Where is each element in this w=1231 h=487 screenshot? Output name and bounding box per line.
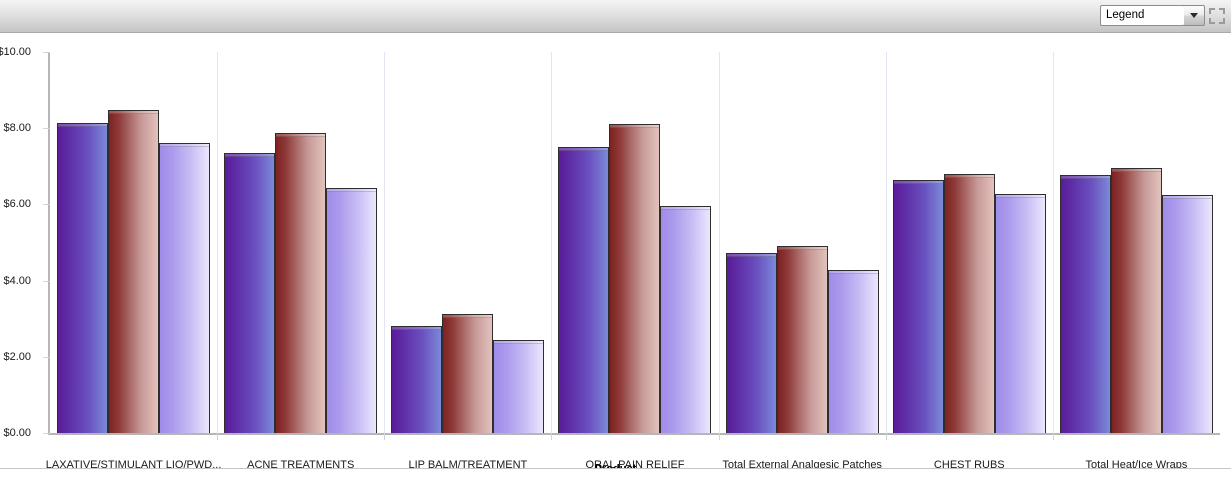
- bar-top-highlight: [494, 340, 544, 344]
- y-axis-tick-label: $0.00: [3, 427, 31, 439]
- y-axis-tick-mark: [43, 52, 50, 53]
- y-axis-tick-mark: [43, 280, 50, 282]
- bar-top-highlight: [109, 110, 159, 114]
- plot-area: $10.00 $8.00 $6.00 $4.00 $2.00 $0.00 LAXATIVE/…: [0, 46, 1220, 471]
- bar-top-highlight: [559, 148, 609, 152]
- x-axis-tick-mark: [885, 433, 887, 440]
- expand-corner-top-left: [1209, 8, 1215, 14]
- y-axis-tick-mark: [43, 356, 50, 358]
- chevron-down-glyph: [1190, 13, 1198, 18]
- bar-top-highlight: [160, 143, 210, 147]
- bar-top-highlight: [995, 195, 1045, 199]
- bar-top-highlight: [1111, 169, 1161, 173]
- y-axis-tick-label: $2.00: [3, 350, 31, 363]
- bar-series-3[interactable]: [1161, 194, 1213, 433]
- expand-fullscreen-icon[interactable]: [1209, 8, 1225, 24]
- bar-top-highlight: [1162, 195, 1212, 199]
- bar-group-bars: [719, 52, 886, 433]
- bar-group: [217, 52, 384, 433]
- bar-series-3[interactable]: [994, 194, 1046, 433]
- x-axis-tick-mark: [217, 433, 219, 440]
- bar-top-highlight: [1060, 175, 1110, 179]
- bar-top-highlight: [726, 254, 776, 258]
- expand-corner-top-right: [1219, 8, 1225, 14]
- group-separator: [885, 52, 887, 433]
- bar-group-bars: [1053, 52, 1220, 433]
- bar-series-2[interactable]: [609, 123, 661, 433]
- expand-corner-bottom-left: [1209, 18, 1215, 24]
- bar-group: [50, 52, 217, 433]
- y-axis-tick-mark: [43, 204, 50, 206]
- bar-top-highlight: [610, 124, 660, 128]
- x-axis-tick-mark: [551, 433, 553, 440]
- chart-toolbar: Legend: [0, 0, 1231, 33]
- bar-top-highlight: [777, 247, 827, 251]
- bar-series-2[interactable]: [943, 173, 995, 433]
- expand-corner-bottom-right: [1219, 18, 1225, 24]
- bar-top-highlight: [276, 133, 326, 137]
- x-axis-tick-mark: [1052, 433, 1054, 440]
- bar-top-highlight: [893, 180, 943, 184]
- y-axis-tick-label: $8.00: [3, 122, 31, 135]
- y-axis-tick-label: $6.00: [3, 198, 31, 211]
- bar-top-highlight: [58, 123, 108, 127]
- bar-series-1[interactable]: [391, 326, 443, 433]
- y-axis-tick-mark: [43, 433, 50, 434]
- bar-series-2[interactable]: [1110, 168, 1162, 433]
- bar-top-highlight: [327, 189, 377, 193]
- bar-series-2[interactable]: [275, 132, 327, 433]
- bar-top-highlight: [828, 270, 878, 274]
- chevron-down-icon[interactable]: [1184, 5, 1205, 26]
- x-axis-tick-mark: [384, 433, 386, 440]
- bar-group: [719, 52, 886, 433]
- bar-group: [384, 52, 551, 433]
- y-axis-tick-mark: [43, 128, 50, 130]
- bar-series-1[interactable]: [725, 253, 777, 433]
- footer-strip: [0, 468, 1231, 487]
- y-axis-tick-label: $4.00: [3, 274, 31, 287]
- bar-group: [1053, 52, 1220, 433]
- bar-series-3[interactable]: [827, 269, 879, 433]
- bar-group-bars: [50, 52, 217, 433]
- bar-series-3[interactable]: [660, 206, 712, 433]
- bar-series-2[interactable]: [776, 246, 828, 433]
- bar-series-2[interactable]: [442, 314, 494, 433]
- bar-top-highlight: [661, 207, 711, 211]
- bar-top-highlight: [944, 174, 994, 178]
- bar-group-bars: [886, 52, 1053, 433]
- bar-series-2[interactable]: [108, 109, 160, 433]
- group-separator: [217, 52, 219, 433]
- bar-series-1[interactable]: [224, 152, 276, 433]
- bar-series-3[interactable]: [159, 142, 211, 433]
- bar-top-highlight: [443, 315, 493, 319]
- bar-series-1[interactable]: [558, 147, 610, 433]
- plot-frame: [48, 52, 1220, 435]
- legend-dropdown[interactable]: Legend: [1100, 5, 1185, 26]
- bar-series-1[interactable]: [892, 179, 944, 433]
- bar-group: [886, 52, 1053, 433]
- bar-series-3[interactable]: [493, 339, 545, 433]
- y-axis-tick-label: $10.00: [0, 46, 31, 58]
- bar-series-3[interactable]: [326, 188, 378, 433]
- bar-series-1[interactable]: [57, 122, 109, 433]
- group-separator: [718, 52, 720, 433]
- bar-group-bars: [551, 52, 718, 433]
- bar-group-bars: [217, 52, 384, 433]
- bar-series-1[interactable]: [1059, 174, 1111, 433]
- group-separator: [551, 52, 553, 433]
- bar-top-highlight: [225, 153, 275, 157]
- bar-group-bars: [384, 52, 551, 433]
- legend-dropdown-value: Legend: [1106, 8, 1145, 21]
- x-axis-tick-mark: [718, 433, 720, 440]
- chart-panel: $10.00 $8.00 $6.00 $4.00 $2.00 $0.00 LAXATIVE/…: [0, 34, 1231, 475]
- bar-top-highlight: [392, 327, 442, 331]
- group-separator: [384, 52, 386, 433]
- bar-group: [551, 52, 718, 433]
- group-separator: [1052, 52, 1054, 433]
